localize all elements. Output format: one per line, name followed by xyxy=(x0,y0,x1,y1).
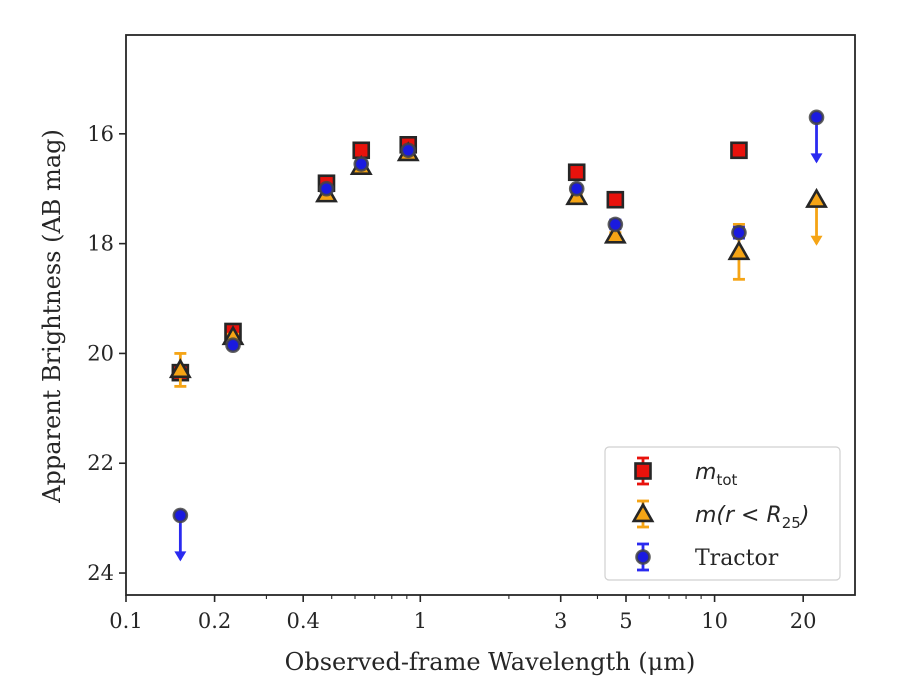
data-point xyxy=(568,180,585,197)
legend-circle-marker xyxy=(635,549,651,565)
circle-marker xyxy=(400,142,417,159)
data-point xyxy=(567,163,586,182)
legend-label: m(r < R25) xyxy=(695,503,809,532)
y-tick-label: 24 xyxy=(87,561,114,585)
circle-marker xyxy=(731,224,747,241)
data-point xyxy=(225,337,241,353)
data-point xyxy=(607,216,624,233)
data-point xyxy=(603,223,627,244)
legend: mtot m(r < R25) Tractor xyxy=(604,446,841,581)
axes: 0.1 0.2 0.4 1 3 5 10 20 16 18 20 22 24 xyxy=(87,34,856,633)
legend-item: Tractor xyxy=(635,542,779,572)
data-point xyxy=(352,141,371,160)
data-point xyxy=(727,223,751,281)
circle-marker xyxy=(808,109,825,126)
x-tick-label: 3 xyxy=(554,609,567,633)
plot-area xyxy=(168,109,828,562)
data-point xyxy=(731,224,747,241)
triangle-marker xyxy=(727,240,751,261)
legend-square-marker xyxy=(634,462,652,480)
upper-limit-arrowhead xyxy=(810,153,823,164)
circle-marker xyxy=(607,216,624,233)
data-point xyxy=(808,109,825,164)
legend-label: mtot xyxy=(695,460,737,489)
square-marker xyxy=(567,163,586,182)
y-tick-label: 18 xyxy=(87,232,114,256)
data-point xyxy=(318,180,335,197)
data-point xyxy=(400,142,417,159)
legend-item: m(r < R25) xyxy=(631,499,809,532)
data-point xyxy=(353,156,370,172)
y-axis-title: Apparent Brightness (AB mag) xyxy=(38,129,66,504)
triangle-marker xyxy=(168,358,192,379)
upper-limit-arrowhead xyxy=(174,551,187,562)
legend-box xyxy=(604,446,841,581)
circle-marker xyxy=(353,156,370,172)
x-tick-label: 0.4 xyxy=(286,609,319,633)
y-tick-label: 20 xyxy=(87,341,114,365)
data-point xyxy=(730,141,748,160)
plot-frame xyxy=(125,34,856,596)
x-axis-title: Observed-frame Wavelength (μm) xyxy=(285,648,696,676)
circle-marker xyxy=(172,507,189,524)
triangle-marker xyxy=(805,187,828,208)
data-point xyxy=(606,190,625,209)
legend-triangle-marker xyxy=(631,502,655,523)
circle-marker xyxy=(318,180,335,197)
legend-item: mtot xyxy=(634,456,737,489)
x-tick-label: 20 xyxy=(790,609,817,633)
y-tick-label: 16 xyxy=(87,122,114,146)
x-tick-label: 5 xyxy=(619,609,632,633)
y-tick-label: 22 xyxy=(87,451,114,475)
circle-marker xyxy=(225,337,241,353)
x-tick-label: 0.2 xyxy=(198,609,231,633)
data-point xyxy=(805,187,828,246)
x-tick-label: 1 xyxy=(414,609,427,633)
legend-label: Tractor xyxy=(695,546,779,571)
circle-marker xyxy=(568,180,585,197)
series-circle xyxy=(172,109,825,562)
x-tick-label: 10 xyxy=(701,609,728,633)
data-point xyxy=(168,352,192,388)
square-marker xyxy=(730,141,748,160)
data-point xyxy=(172,507,189,562)
upper-limit-arrowhead xyxy=(810,235,823,246)
x-tick-label: 0.1 xyxy=(109,609,142,633)
square-marker xyxy=(606,190,625,209)
triangle-marker xyxy=(603,223,627,244)
